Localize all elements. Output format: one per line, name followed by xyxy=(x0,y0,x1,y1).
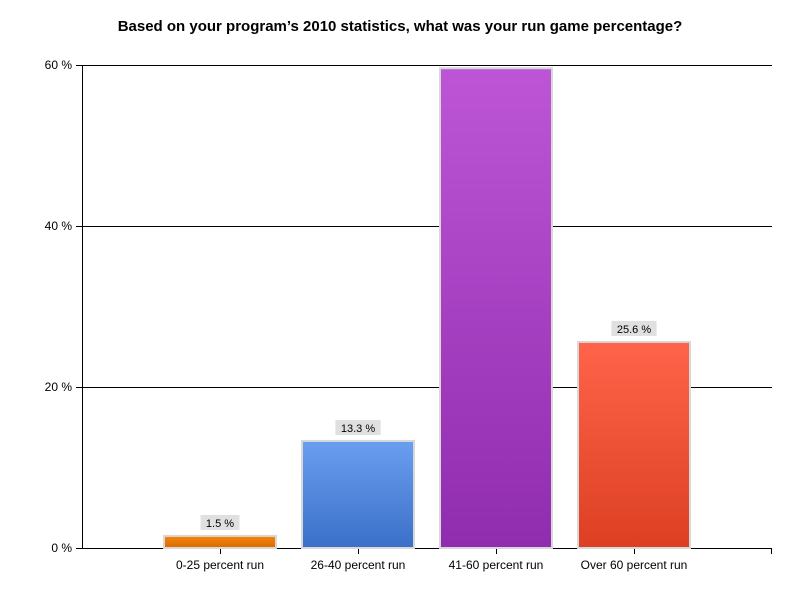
bar xyxy=(301,439,415,549)
data-label-box xyxy=(335,419,381,435)
chart-title: Based on your program’s 2010 statistics,… xyxy=(117,18,683,35)
bars xyxy=(163,67,691,550)
x-tick-label: Over 60 percent run xyxy=(581,558,688,572)
data-label: 25.6 % xyxy=(617,324,651,336)
bar xyxy=(439,67,553,549)
data-label-box xyxy=(611,320,657,336)
y-tick-label: 40 % xyxy=(45,219,73,233)
labels: 0-25 percent run 1.5 % 26-40 percent run 13… xyxy=(176,320,688,572)
y-tick-label: 20 % xyxy=(45,380,73,394)
x-tick-label: 0-25 percent run xyxy=(176,558,264,572)
data-label: 13.3 % xyxy=(341,423,375,435)
y-tick-label: 60 % xyxy=(45,58,73,72)
x-tick-label: 26-40 percent run xyxy=(311,558,406,572)
x-tick-label: 41-60 percent run xyxy=(449,558,544,572)
bar xyxy=(577,340,691,550)
data-label-box xyxy=(200,514,240,530)
y-tick-label: 0 % xyxy=(51,541,72,555)
bar xyxy=(163,534,277,549)
data-label: 1.5 % xyxy=(206,518,234,530)
gridlines xyxy=(82,65,772,388)
